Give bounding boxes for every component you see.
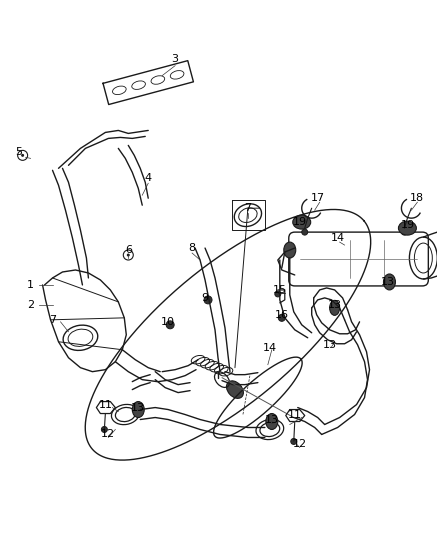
Text: 12: 12 [101,430,116,440]
Text: 13: 13 [131,402,145,413]
Text: 13: 13 [328,300,342,310]
Text: 10: 10 [161,317,175,327]
Circle shape [291,439,297,445]
Ellipse shape [330,301,339,316]
Text: 15: 15 [273,285,287,295]
Text: 14: 14 [331,233,345,243]
Text: 19: 19 [293,217,307,227]
Circle shape [204,296,212,304]
Text: 9: 9 [201,293,208,303]
Text: 3: 3 [172,54,179,63]
Circle shape [127,254,130,256]
Text: 18: 18 [410,193,424,203]
Text: 17: 17 [311,193,325,203]
Text: 7: 7 [49,315,56,325]
Circle shape [166,321,174,329]
Ellipse shape [266,414,278,430]
Ellipse shape [293,215,311,229]
Text: 11: 11 [99,400,113,409]
Ellipse shape [226,381,244,398]
Text: 14: 14 [263,343,277,353]
Text: 2: 2 [27,300,34,310]
Ellipse shape [399,221,417,235]
Text: 13: 13 [265,415,279,424]
Ellipse shape [132,401,144,417]
Text: 11: 11 [288,409,302,419]
Text: 13: 13 [323,340,337,350]
Circle shape [101,426,107,432]
Text: 4: 4 [145,173,152,183]
Circle shape [275,291,281,297]
Text: 8: 8 [188,243,196,253]
Text: 6: 6 [125,245,132,255]
Text: 13: 13 [381,277,395,287]
Text: 5: 5 [15,147,22,157]
Circle shape [278,314,285,321]
Circle shape [21,154,24,157]
Circle shape [302,229,308,235]
Text: 1: 1 [27,280,34,290]
Text: 12: 12 [293,439,307,449]
Ellipse shape [384,274,396,290]
Text: 19: 19 [400,220,414,230]
Text: 7: 7 [244,203,251,213]
Text: 16: 16 [275,310,289,320]
Circle shape [401,229,407,235]
Ellipse shape [284,242,296,258]
